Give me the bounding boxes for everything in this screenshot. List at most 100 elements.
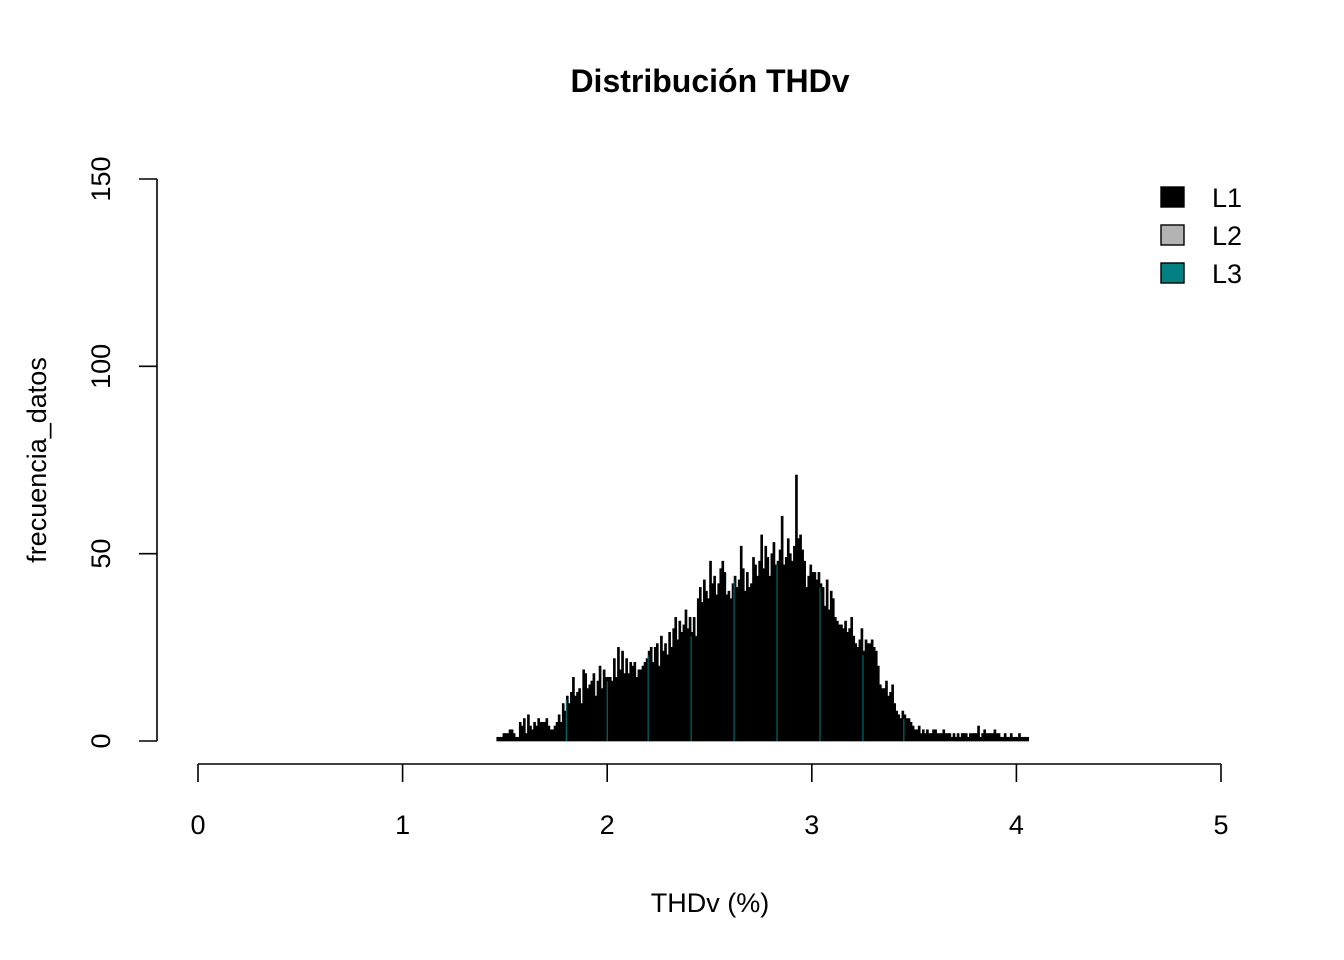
x-tick-label: 0 [190, 810, 205, 840]
histogram-bar [754, 564, 757, 742]
histogram-bar [881, 688, 884, 742]
histogram-bar [1016, 736, 1019, 742]
histogram-bar [764, 545, 768, 742]
histogram-bar [1005, 736, 1009, 742]
histogram-bar [850, 617, 854, 742]
x-axis: 0 1 2 3 4 5 [190, 763, 1229, 840]
histogram-bar [584, 673, 588, 742]
histogram-bar [993, 729, 997, 742]
histogram-bar [856, 647, 860, 742]
histogram-bar [952, 733, 956, 742]
histogram-bar [535, 725, 538, 742]
histogram-bar [743, 590, 747, 742]
histogram-bar [586, 688, 590, 742]
histogram-bar [964, 733, 968, 742]
histogram-bar [727, 590, 731, 742]
histogram-bar [891, 684, 894, 742]
histogram-bar [913, 729, 917, 742]
histogram-bar [801, 549, 804, 742]
histogram-bar [570, 691, 573, 742]
x-tick-label: 4 [1009, 810, 1024, 840]
bars-group [496, 474, 1029, 742]
histogram-bar [924, 733, 927, 742]
x-axis-label: THDv (%) [651, 888, 769, 918]
x-tick-label: 2 [600, 810, 615, 840]
histogram-bar [512, 733, 516, 742]
histogram-bar [635, 677, 639, 742]
histogram-bar [543, 721, 547, 742]
histogram-bar [739, 545, 743, 742]
histogram-bar [514, 736, 518, 742]
histogram-bar [1024, 736, 1027, 742]
legend: L1 L2 L3 [1160, 183, 1242, 289]
histogram-bar [555, 721, 559, 742]
histogram-bar [760, 534, 764, 742]
histogram-bar [846, 632, 849, 742]
legend-swatch-l3 [1160, 262, 1185, 284]
y-tick-label: 50 [86, 539, 116, 569]
histogram-bar [928, 733, 931, 742]
histogram-bar [973, 733, 976, 742]
histogram-bar [821, 587, 825, 742]
histogram-bar [696, 598, 700, 742]
histogram-bar [897, 714, 901, 742]
histogram-bar [682, 624, 686, 742]
histogram-bar [975, 733, 978, 742]
histogram-bar [596, 680, 600, 742]
histogram-bar [617, 647, 620, 742]
histogram-bar [836, 620, 839, 742]
histogram-bar [979, 736, 982, 742]
histogram-bar [795, 474, 798, 742]
legend-label-l2: L2 [1212, 221, 1242, 251]
histogram-bar [917, 725, 921, 742]
histogram-bar [502, 733, 506, 742]
histogram-bar [811, 572, 815, 742]
histogram-bar [829, 590, 833, 742]
histogram-bar [678, 620, 682, 742]
histogram-bar [932, 729, 935, 742]
histogram-bar [553, 725, 557, 742]
histogram-bar [709, 560, 712, 742]
x-tick-label: 3 [804, 810, 819, 840]
histogram-bar [778, 549, 782, 742]
histogram-bar [539, 721, 543, 742]
histogram-bar [549, 729, 553, 742]
histogram-bar [883, 688, 886, 742]
histogram-bar [627, 673, 631, 742]
histogram-bar [651, 662, 655, 742]
x-tick-label: 5 [1213, 810, 1228, 840]
histogram-bar [921, 729, 925, 742]
histogram-bar [559, 721, 563, 742]
l3-series-lines [565, 565, 905, 741]
histogram-bar [791, 560, 794, 742]
histogram-bar [576, 691, 579, 742]
histogram-bar [840, 624, 843, 742]
y-tick-label: 100 [86, 344, 116, 389]
histogram-bar [523, 718, 526, 742]
histogram-bar [958, 736, 962, 742]
histogram-bar [631, 665, 635, 742]
y-tick-label: 0 [86, 733, 116, 748]
histogram-bar [600, 688, 604, 742]
chart-title: Distribución THDv [570, 63, 849, 99]
histogram-bar [758, 560, 761, 742]
histogram-bar [658, 665, 661, 742]
histogram-bar [686, 628, 690, 742]
histogram-bar [641, 665, 645, 742]
histogram-bar [995, 733, 999, 742]
x-tick-label: 1 [395, 810, 410, 840]
histogram-bar [815, 579, 819, 742]
histogram-bar [962, 733, 966, 742]
histogram-bar [872, 647, 876, 742]
histogram-bar [518, 721, 522, 742]
histogram-bar [594, 695, 598, 742]
y-axis: 0 50 100 150 [86, 156, 158, 749]
histogram-bar [676, 639, 680, 742]
histogram-bar [1026, 736, 1029, 742]
histogram-bar [723, 572, 727, 742]
histogram-bar [1009, 733, 1013, 742]
legend-swatch-l1 [1160, 186, 1185, 208]
histogram-bar [989, 733, 993, 742]
histogram-bar [799, 534, 802, 742]
histogram-bar [713, 575, 716, 742]
